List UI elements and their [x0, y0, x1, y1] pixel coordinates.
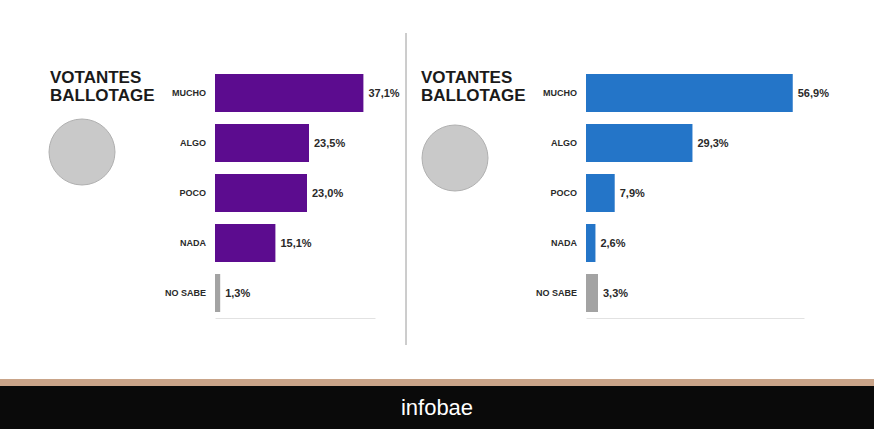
y-tick: NO SABE	[536, 288, 586, 298]
category-label: POCO	[179, 188, 206, 198]
data-label: 23,0%	[312, 187, 343, 199]
panel: VOTANTESBALLOTAGE MUCHO ALGO POCO NADA NO SAB…	[49, 68, 400, 319]
footer-band	[0, 386, 874, 429]
panel-title: VOTANTESBALLOTAGE	[421, 68, 526, 105]
category-label: ALGO	[551, 138, 577, 148]
x-axis	[216, 318, 376, 319]
y-axis: MUCHO ALGO POCO NADA NO SABE	[165, 88, 215, 298]
candidate-photo	[422, 125, 488, 191]
bar	[215, 274, 220, 312]
category-label: MUCHO	[172, 88, 206, 98]
y-axis: MUCHO ALGO POCO NADA NO SABE	[536, 88, 586, 298]
bar	[586, 224, 595, 262]
y-tick: MUCHO	[543, 88, 586, 98]
footer-logo: infobae	[401, 395, 473, 420]
x-axis-line	[216, 318, 376, 319]
data-label: 3,3%	[603, 287, 628, 299]
data-labels: 37,1% 23,5% 23,0% 15,1% 1,3%	[225, 87, 400, 299]
y-tick: MUCHO	[172, 88, 215, 98]
y-tick: POCO	[550, 188, 586, 198]
data-label: 56,9%	[798, 87, 829, 99]
bar	[215, 74, 363, 112]
category-label: POCO	[550, 188, 577, 198]
panel: VOTANTESBALLOTAGE MUCHO ALGO POCO NADA NO SAB…	[421, 68, 829, 319]
x-axis-line	[587, 318, 805, 319]
footer-strip	[0, 379, 874, 386]
bars	[586, 74, 793, 312]
category-label: NO SABE	[165, 288, 206, 298]
data-label: 15,1%	[280, 237, 311, 249]
data-label: 1,3%	[225, 287, 250, 299]
bar	[586, 124, 692, 162]
category-label: ALGO	[180, 138, 206, 148]
data-label: 29,3%	[697, 137, 728, 149]
category-label: NADA	[180, 238, 206, 248]
divider	[406, 33, 407, 345]
bar	[586, 274, 598, 312]
y-tick: NADA	[551, 238, 586, 248]
candidate-photo	[49, 119, 115, 185]
data-labels: 56,9% 29,3% 7,9% 2,6% 3,3%	[600, 87, 829, 299]
y-tick: ALGO	[551, 138, 586, 148]
x-axis	[587, 318, 805, 319]
bar	[586, 74, 793, 112]
bar	[215, 124, 309, 162]
y-tick: NADA	[180, 238, 215, 248]
bar	[586, 174, 615, 212]
bar	[215, 224, 275, 262]
bar	[215, 174, 307, 212]
panel-title: VOTANTESBALLOTAGE	[50, 68, 155, 105]
chart-root: VOTANTESBALLOTAGE MUCHO ALGO POCO NADA NO SAB…	[0, 0, 874, 429]
y-tick: POCO	[179, 188, 215, 198]
category-label: NADA	[551, 238, 577, 248]
data-label: 37,1%	[368, 87, 399, 99]
category-label: NO SABE	[536, 288, 577, 298]
data-label: 2,6%	[600, 237, 625, 249]
data-label: 23,5%	[314, 137, 345, 149]
y-tick: NO SABE	[165, 288, 215, 298]
data-label: 7,9%	[620, 187, 645, 199]
bars	[215, 74, 363, 312]
category-label: MUCHO	[543, 88, 577, 98]
y-tick: ALGO	[180, 138, 215, 148]
